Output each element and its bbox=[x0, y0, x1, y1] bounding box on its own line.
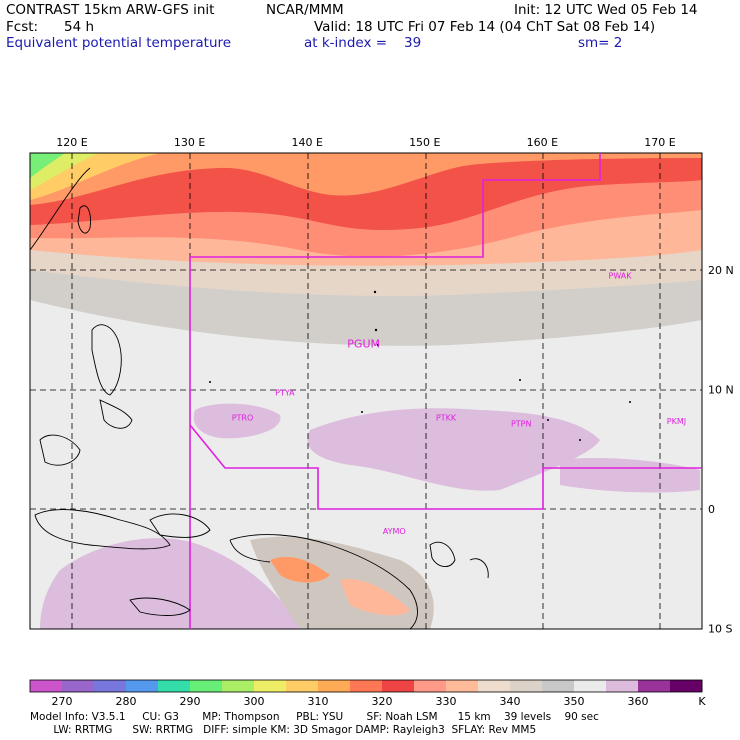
colorbar-swatch bbox=[286, 680, 319, 692]
forecast-hour: 54 h bbox=[64, 19, 95, 35]
colorbar-swatch bbox=[574, 680, 607, 692]
colorbar-swatch bbox=[190, 680, 223, 692]
colorbar-label: 310 bbox=[308, 695, 329, 708]
colorbar-label: 320 bbox=[372, 695, 393, 708]
longitude-label: 140 E bbox=[291, 136, 322, 149]
longitude-label: 150 E bbox=[409, 136, 440, 149]
latitude-label: 10 S bbox=[708, 623, 732, 636]
colorbar-swatch bbox=[126, 680, 159, 692]
station-labels: PWAK PGUM PTYA PTRO PTKK PTPN PKMJ AYMO bbox=[232, 271, 686, 536]
colorbar: 270 280 290 300 310 320 330 340 350 360 K bbox=[29, 679, 706, 708]
level-label: at k-index = bbox=[304, 35, 388, 51]
colorbar-swatch bbox=[510, 680, 543, 692]
colorbar-label: 280 bbox=[116, 695, 137, 708]
longitude-label: 120 E bbox=[56, 136, 87, 149]
colorbar-swatch bbox=[638, 680, 671, 692]
colorbar-frame bbox=[29, 679, 703, 693]
colorbar-label: 270 bbox=[52, 695, 73, 708]
colorbar-label: 330 bbox=[436, 695, 457, 708]
colorbar-swatch bbox=[446, 680, 479, 692]
colorbar-swatch bbox=[414, 680, 447, 692]
latitude-labels: 20 N 10 N 0 10 S bbox=[708, 264, 734, 636]
station-label-ptya: PTYA bbox=[275, 388, 295, 397]
organization: NCAR/MMM bbox=[266, 2, 344, 18]
field-name: Equivalent potential temperature bbox=[6, 35, 232, 51]
colorbar-swatch bbox=[30, 680, 63, 692]
colorbar-swatch bbox=[94, 680, 127, 692]
colorbar-swatch bbox=[254, 680, 287, 692]
model-title: CONTRAST 15km ARW-GFS init bbox=[6, 2, 215, 18]
station-label-pgum: PGUM bbox=[347, 338, 380, 351]
station-label-ptro: PTRO bbox=[232, 414, 254, 423]
station-label-aymo: AYMO bbox=[383, 527, 406, 536]
colorbar-swatch bbox=[350, 680, 383, 692]
colorbar-swatch bbox=[670, 680, 703, 692]
model-info-line-1: Model Info: V3.5.1 CU: G3 MP: Thompson P… bbox=[30, 711, 599, 723]
station-label-ptpn: PTPN bbox=[511, 420, 532, 429]
station-label-pkmj: PKMJ bbox=[667, 417, 686, 426]
smoothing: sm= 2 bbox=[578, 35, 623, 51]
longitude-label: 130 E bbox=[174, 136, 205, 149]
colorbar-label: 350 bbox=[564, 695, 585, 708]
domain-boundary-south bbox=[189, 424, 702, 510]
colorbar-label: 290 bbox=[180, 695, 201, 708]
colorbar-swatch bbox=[382, 680, 415, 692]
station-label-pwak: PWAK bbox=[609, 271, 633, 280]
longitude-label: 160 E bbox=[527, 136, 558, 149]
forecast-label: Fcst: bbox=[6, 19, 39, 35]
station-label-ptkk: PTKK bbox=[436, 414, 457, 423]
colorbar-swatch bbox=[542, 680, 575, 692]
init-time: Init: 12 UTC Wed 05 Feb 14 bbox=[514, 2, 698, 18]
colorbar-swatch bbox=[606, 680, 639, 692]
level-value: 39 bbox=[404, 35, 422, 51]
latitude-label: 10 N bbox=[708, 384, 734, 397]
colorbar-swatch bbox=[62, 680, 95, 692]
longitude-labels: 120 E 130 E 140 E 150 E 160 E 170 E bbox=[56, 136, 675, 149]
colorbar-label: 340 bbox=[500, 695, 521, 708]
coastlines bbox=[29, 167, 489, 630]
colorbar-swatch bbox=[158, 680, 191, 692]
colorbar-label: 360 bbox=[628, 695, 649, 708]
colorbar-swatch bbox=[222, 680, 255, 692]
model-info-line-2: LW: RRTMG SW: RRTMG DIFF: simple KM: 3D … bbox=[30, 724, 537, 736]
domain-boundary-north bbox=[189, 153, 601, 629]
latitude-label: 0 bbox=[708, 503, 715, 516]
valid-time: Valid: 18 UTC Fri 07 Feb 14 (04 ChT Sat … bbox=[314, 19, 656, 35]
latitude-label: 20 N bbox=[708, 264, 734, 277]
colorbar-swatch bbox=[318, 680, 351, 692]
colorbar-label: 300 bbox=[244, 695, 265, 708]
theta-e-field bbox=[30, 153, 702, 629]
colorbar-unit: K bbox=[698, 695, 706, 708]
longitude-label: 170 E bbox=[644, 136, 675, 149]
map-frame bbox=[29, 152, 703, 630]
colorbar-swatch bbox=[478, 680, 511, 692]
island-markers bbox=[209, 290, 631, 441]
